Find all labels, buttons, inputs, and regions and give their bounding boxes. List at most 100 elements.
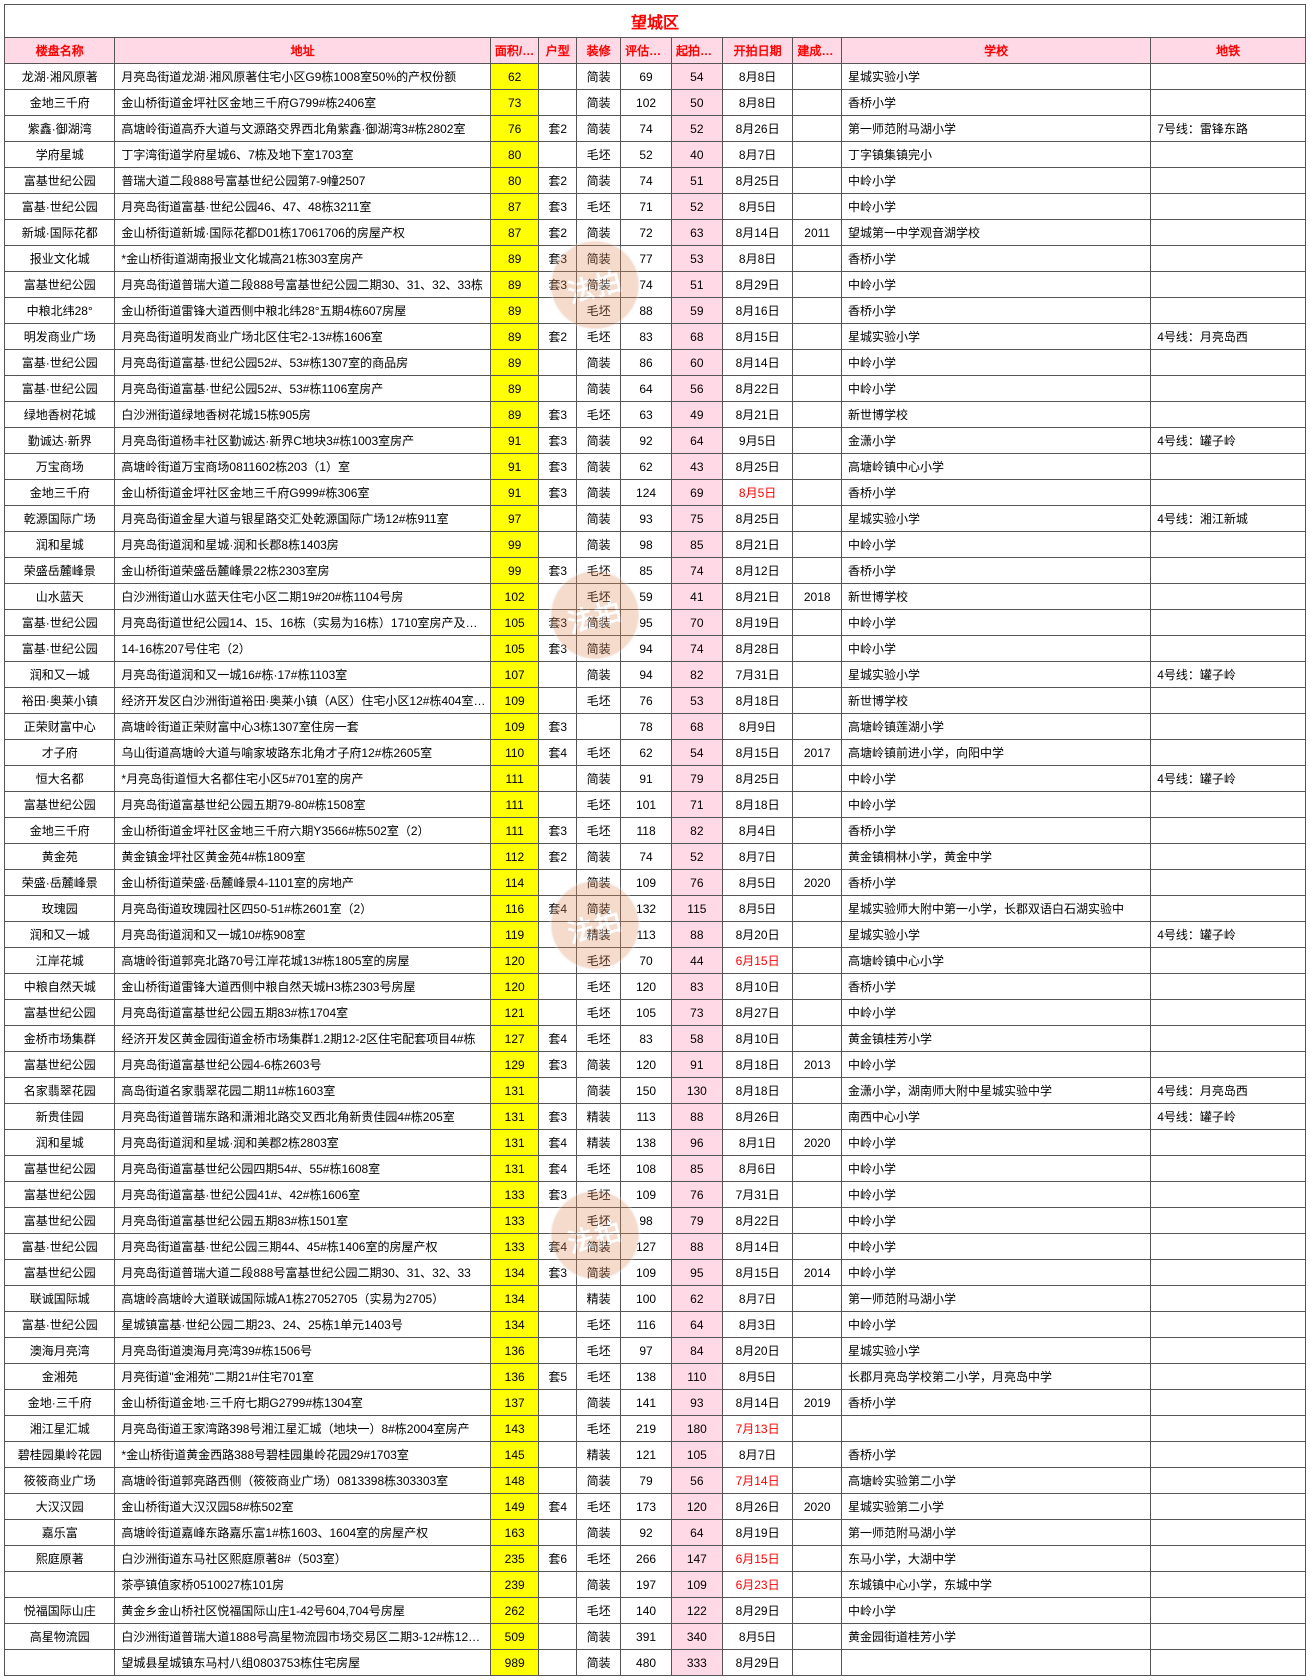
cell-pgj: 109 [621,870,672,896]
table-row: 正荣财富中心高塘岭街道正荣财富中心3栋1307室住房一套109套378688月9… [5,714,1306,740]
cell-area: 149 [490,1494,539,1520]
cell-name: 玫瑰园 [5,896,115,922]
cell-qpj: 54 [671,64,722,90]
cell-name: 乾源国际广场 [5,506,115,532]
cell-zx: 简装 [576,454,620,480]
table-row: 联诚国际城高塘岭高塘岭大道联诚国际城A1栋27052705（实易为2705）13… [5,1286,1306,1312]
cell-subway [1151,844,1306,870]
table-row: 润和又一城月亮岛街道润和又一城16#栋·17#栋1103室107简装94827月… [5,662,1306,688]
cell-hx: 套3 [539,402,577,428]
cell-hx [539,1312,577,1338]
cell-year [793,1442,842,1468]
cell-zx: 精装 [576,1130,620,1156]
cell-school: 丁字镇集镇完小 [842,142,1151,168]
cell-area: 143 [490,1416,539,1442]
cell-date: 8月12日 [722,558,793,584]
cell-year [793,1104,842,1130]
cell-addr: 月亮岛街道富基·世纪公园46、47、48栋3211室 [115,194,490,220]
cell-addr: 高塘岭街道郭亮北路70号江岸花城13#栋1805室的房屋 [115,948,490,974]
cell-qpj: 82 [671,818,722,844]
cell-addr: 月亮岛街道普瑞东路和潇湘北路交叉西北角新贵佳园4#栋205室 [115,1104,490,1130]
cell-hx [539,1442,577,1468]
table-row: 金湘苑月亮街道"金湘苑"二期21#住宅701室136套5毛坯1381108月5日… [5,1364,1306,1390]
cell-qpj: 40 [671,142,722,168]
cell-qpj: 74 [671,558,722,584]
cell-name: 嘉乐富 [5,1520,115,1546]
hdr-zx: 装修 [576,38,620,64]
cell-year [793,1650,842,1676]
cell-area: 131 [490,1156,539,1182]
cell-school: 中岭小学 [842,1156,1151,1182]
cell-addr: 高塘岭街道万宝商场0811602栋203（1）室 [115,454,490,480]
cell-pgj: 219 [621,1416,672,1442]
cell-date: 8月26日 [722,1104,793,1130]
cell-subway [1151,636,1306,662]
cell-qpj: 79 [671,766,722,792]
cell-subway [1151,1130,1306,1156]
cell-subway [1151,1000,1306,1026]
cell-year: 2013 [793,1052,842,1078]
cell-pgj: 391 [621,1624,672,1650]
cell-date: 8月8日 [722,64,793,90]
cell-pgj: 121 [621,1442,672,1468]
table-row: 恒大名都*月亮岛街道恒大名都住宅小区5#701室的房产111简装91798月25… [5,766,1306,792]
cell-addr: 星城镇富基·世纪公园二期23、24、25栋1单元1403号 [115,1312,490,1338]
cell-pgj: 70 [621,948,672,974]
cell-date: 8月5日 [722,1624,793,1650]
cell-pgj: 92 [621,1520,672,1546]
cell-name: 熙庭原著 [5,1546,115,1572]
header-row: 楼盘名称 地址 面积/平方 户型 装修 评估价/万元 起拍价/万元 开拍日期 建… [5,38,1306,64]
cell-hx [539,1572,577,1598]
cell-zx: 简装 [576,662,620,688]
cell-qpj: 50 [671,90,722,116]
cell-qpj: 340 [671,1624,722,1650]
cell-addr: 14-16栋207号住宅（2） [115,636,490,662]
cell-year [793,558,842,584]
cell-year: 2020 [793,1494,842,1520]
cell-year [793,1468,842,1494]
cell-hx: 套6 [539,1546,577,1572]
cell-date: 8月8日 [722,246,793,272]
cell-school: 长郡月亮岛学校第二小学，月亮岛中学 [842,1364,1151,1390]
cell-qpj: 76 [671,870,722,896]
cell-name: 联诚国际城 [5,1286,115,1312]
cell-hx [539,662,577,688]
hdr-school: 学校 [842,38,1151,64]
cell-year [793,506,842,532]
cell-date: 8月25日 [722,506,793,532]
cell-hx [539,1416,577,1442]
cell-date: 8月14日 [722,350,793,376]
cell-addr: 黄金镇金坪社区黄金苑4#栋1809室 [115,844,490,870]
cell-addr: 金山桥街道雷锋大道西侧中粮北纬28°五期4栋607房屋 [115,298,490,324]
cell-addr: 白沙洲街道绿地香树花城15栋905房 [115,402,490,428]
cell-subway [1151,1468,1306,1494]
cell-name: 金地三千府 [5,480,115,506]
cell-qpj: 74 [671,636,722,662]
table-row: 才子府乌山街道高塘岭大道与喻家坡路东北角才子府12#栋2605室110套4毛坯6… [5,740,1306,766]
cell-year [793,1572,842,1598]
cell-qpj: 83 [671,974,722,1000]
cell-pgj: 94 [621,662,672,688]
cell-school: 香桥小学 [842,818,1151,844]
cell-year [793,1156,842,1182]
cell-zx: 简装 [576,766,620,792]
cell-qpj: 110 [671,1364,722,1390]
cell-zx: 精装 [576,1286,620,1312]
cell-year [793,688,842,714]
cell-year [793,142,842,168]
hdr-name: 楼盘名称 [5,38,115,64]
cell-area: 89 [490,272,539,298]
cell-year [793,610,842,636]
cell-school: 星城实验师大附中第一小学，长郡双语白石湖实验中 [842,896,1151,922]
cell-area: 89 [490,350,539,376]
table-row: 裕田·奥莱小镇经济开发区白沙洲街道裕田·奥莱小镇（A区）住宅小区12#栋404室… [5,688,1306,714]
cell-year [793,272,842,298]
cell-pgj: 138 [621,1364,672,1390]
cell-addr: 月亮岛街道杨丰社区勤诚达·新界C地块3#栋1003室房产 [115,428,490,454]
cell-area: 134 [490,1260,539,1286]
cell-pgj: 100 [621,1286,672,1312]
cell-school: 黄金镇桂芳小学 [842,1026,1151,1052]
cell-year [793,1416,842,1442]
cell-name: 悦福国际山庄 [5,1598,115,1624]
table-row: 新贵佳园月亮岛街道普瑞东路和潇湘北路交叉西北角新贵佳园4#栋205室131套3精… [5,1104,1306,1130]
